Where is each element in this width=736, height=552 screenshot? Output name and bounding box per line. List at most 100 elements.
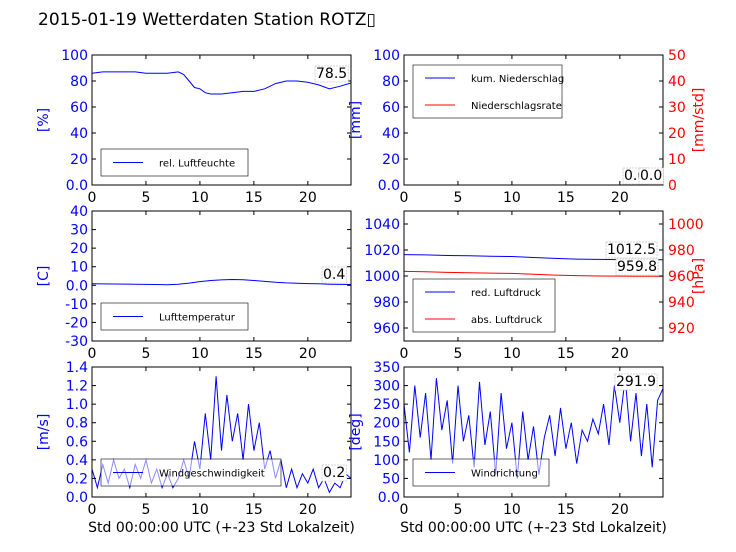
humidity-xtick-label-3: 15 [245,190,263,206]
humidity-xtick-label-0: 0 [88,190,97,206]
pressure-legend-label-0: red. Luftdruck [471,288,541,299]
pressure-xtick-label-3: 15 [557,346,575,362]
temperature-ytick-label-5: 20 [70,241,88,257]
pressure-ytick-label-0: 960 [373,321,400,337]
precipitation-ytick-label-0: 0.0 [378,178,400,194]
precipitation-xtick-label-0: 0 [400,190,409,206]
windspeed-ytick-label-2: 0.4 [66,453,88,469]
humidity-legend-label-0: rel. Luftfeuchte [159,159,235,170]
pressure-y2tick-label-1: 940 [668,295,695,311]
precipitation-xtick-label-4: 20 [611,190,629,206]
temperature-ytick-label-4: 10 [70,260,88,276]
humidity-ytick-label-2: 40 [70,126,88,142]
winddirection-ytick-label-7: 350 [373,360,400,376]
winddirection-ytick-label-5: 250 [373,397,400,413]
windspeed-xtick-label-3: 15 [245,502,263,518]
windspeed-value-label-box-0 [321,464,347,482]
humidity-panel: 0 5 10 15 20 0.0 20 40 60 80 100 [%] rel. Luftfeucht… [36,48,352,206]
pressure-y2tick-label-2: 960 [668,269,695,285]
pressure-y2tick-label-4: 1000 [668,217,704,233]
humidity-frame [91,54,352,186]
windspeed-ytick-label-7: 1.4 [66,360,88,376]
precipitation-legend-box [412,64,563,119]
windspeed-xtick-label-1: 5 [141,502,150,518]
precipitation-ytick-label-2: 40 [382,126,400,142]
pressure-xtick-label-2: 10 [503,346,521,362]
temperature-ytick-label-2: -10 [65,297,88,313]
pressure-legend-box [412,278,556,333]
windspeed-xtick-label-4: 20 [299,502,317,518]
precipitation-ylabel: [mm] [348,101,364,139]
precipitation-y2tick-label-3: 30 [668,100,686,116]
temperature-frame [91,210,352,342]
windspeed-xtick-label-0: 0 [88,502,97,518]
temperature-xtick-label-2: 10 [191,346,209,362]
humidity-xtick-label-4: 20 [299,190,317,206]
humidity-ytick-label-5: 100 [61,48,88,64]
windspeed-value-label-0: 0.2 [323,465,345,481]
precipitation-y2tick-label-4: 40 [668,74,686,90]
precipitation-y2tick-label-2: 20 [668,126,686,142]
precipitation-ytick-label-5: 100 [373,48,400,64]
temperature-series-0 [91,278,352,286]
winddirection-series-0 [403,378,664,479]
winddirection-value-label-0: 291.9 [616,374,656,390]
winddirection-legend-label-0: Windrichtung [471,469,538,480]
pressure-ytick-label-3: 1020 [364,243,400,259]
windspeed-ytick-label-0: 0.0 [66,490,88,506]
windspeed-xtick-label-2: 10 [191,502,209,518]
precipitation-xtick-label-3: 15 [557,190,575,206]
humidity-ytick-label-4: 80 [70,74,88,90]
precipitation-frame [403,54,664,186]
windspeed-legend-label-0: Windgeschwindigkeit [159,469,265,480]
windspeed-ytick-label-6: 1.2 [66,379,88,395]
pressure-y2label: [hPa] [691,258,707,294]
pressure-xtick-label-4: 20 [611,346,629,362]
precipitation-xtick-label-1: 5 [453,190,462,206]
pressure-series-1 [403,270,663,277]
winddirection-ytick-label-6: 300 [373,379,400,395]
winddirection-panel: 0 5 10 15 20 0.0 50 100 150 200 250 300 350 [deg] Std … [348,360,667,536]
figure-title: 2015-01-19 Wetterdaten Station ROTZ▯ [38,10,376,30]
winddirection-ytick-label-0: 0.0 [378,490,400,506]
humidity-xtick-label-2: 10 [191,190,209,206]
humidity-xtick-label-1: 5 [141,190,150,206]
temperature-ylabel: [C] [36,266,52,287]
pressure-value-label-box-0 [605,241,658,259]
winddirection-xlabel: Std 00:00:00 UTC (+-23 Std Lokalzeit) [400,520,667,536]
winddirection-ytick-label-4: 200 [373,416,400,432]
winddirection-xtick-label-1: 5 [453,502,462,518]
precipitation-ytick-label-4: 80 [382,74,400,90]
temperature-ytick-label-6: 30 [70,223,88,239]
temperature-ytick-label-3: 0.0 [66,278,88,294]
pressure-y2tick-label-0: 920 [668,321,695,337]
humidity-ytick-label-0: 0.0 [66,178,88,194]
precipitation-ytick-label-3: 60 [382,100,400,116]
precipitation-legend-label-1: Niederschlagsrate [471,101,562,112]
pressure-legend-label-1: abs. Luftdruck [471,315,542,326]
pressure-ytick-label-4: 1040 [364,217,400,233]
pressure-ytick-label-2: 1000 [364,269,400,285]
winddirection-ytick-label-2: 100 [373,453,400,469]
winddirection-ytick-label-1: 50 [382,471,400,487]
windspeed-xlabel: Std 00:00:00 UTC (+-23 Std Lokalzeit) [88,520,355,536]
temperature-ytick-label-0: -30 [65,334,88,350]
pressure-value-label-box-1 [615,258,659,276]
temperature-legend-label-0: Lufttemperatur [159,313,236,324]
temperature-ytick-label-7: 40 [70,204,88,220]
precipitation-y2label: [mm/std] [691,88,707,153]
precipitation-y2tick-label-1: 10 [668,152,686,168]
winddirection-ytick-label-3: 150 [373,434,400,450]
temperature-value-label-0: 0.4 [323,267,345,283]
humidity-value-label-0: 78.5 [316,66,347,82]
windspeed-ytick-label-3: 0.6 [66,434,88,450]
precipitation-y2tick-label-0: 0 [668,178,677,194]
pressure-panel: 0 5 10 15 20 960 980 1000 1020 1040 920 940 960 980 10… [364,210,707,362]
winddirection-xtick-label-4: 20 [611,502,629,518]
temperature-xtick-label-1: 5 [141,346,150,362]
precipitation-panel: 0 5 10 15 20 0.0 20 40 60 80 100 0 10 20 30 40 50 [mm] [mm… [348,48,707,206]
temperature-value-label-box-0 [321,266,347,284]
temperature-xtick-label-3: 15 [245,346,263,362]
windspeed-ytick-label-1: 0.2 [66,471,88,487]
